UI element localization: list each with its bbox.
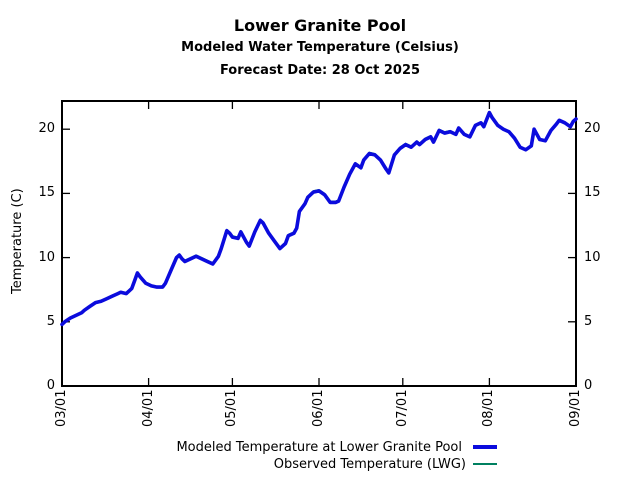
y-tick-label-left: 0	[46, 378, 55, 393]
y-tick-label-right: 20	[584, 121, 601, 136]
x-tick-label: 08/01	[481, 389, 496, 427]
x-tick-label: 03/01	[54, 389, 69, 427]
x-tick-label: 05/01	[224, 389, 239, 427]
legend-label-observed: Observed Temperature (LWG)	[273, 457, 466, 472]
y-tick-label-left: 5	[46, 314, 55, 329]
chart-title: Lower Granite Pool	[233, 16, 407, 35]
plot-border	[61, 100, 577, 387]
y-tick-label-right: 10	[584, 250, 601, 265]
y-tick-label-left: 10	[38, 250, 55, 265]
series-lines	[60, 110, 578, 327]
y-tick-label-left: 20	[38, 121, 55, 136]
y-axis-title: Temperature (C)	[10, 188, 25, 294]
forecast-date-label: Forecast Date: 28 Oct 2025	[219, 63, 421, 78]
y-tick-label-right: 15	[584, 185, 601, 200]
x-tick-label: 07/01	[395, 389, 410, 427]
y-tick-label-left: 15	[38, 185, 55, 200]
chart-subtitle: Modeled Water Temperature (Celsius)	[181, 40, 459, 55]
x-tick-label: 06/01	[311, 389, 326, 427]
y-tick-label-right: 0	[584, 378, 593, 393]
legend-label-modeled: Modeled Temperature at Lower Granite Poo…	[176, 440, 462, 455]
y-tick-label-right: 5	[584, 314, 593, 329]
x-tick-label: 04/01	[141, 389, 156, 427]
legend-line-observed-swatch	[473, 463, 497, 465]
x-tick-label: 09/01	[568, 389, 583, 427]
legend-line-modeled-swatch	[473, 445, 497, 449]
tick-marks	[61, 102, 577, 387]
